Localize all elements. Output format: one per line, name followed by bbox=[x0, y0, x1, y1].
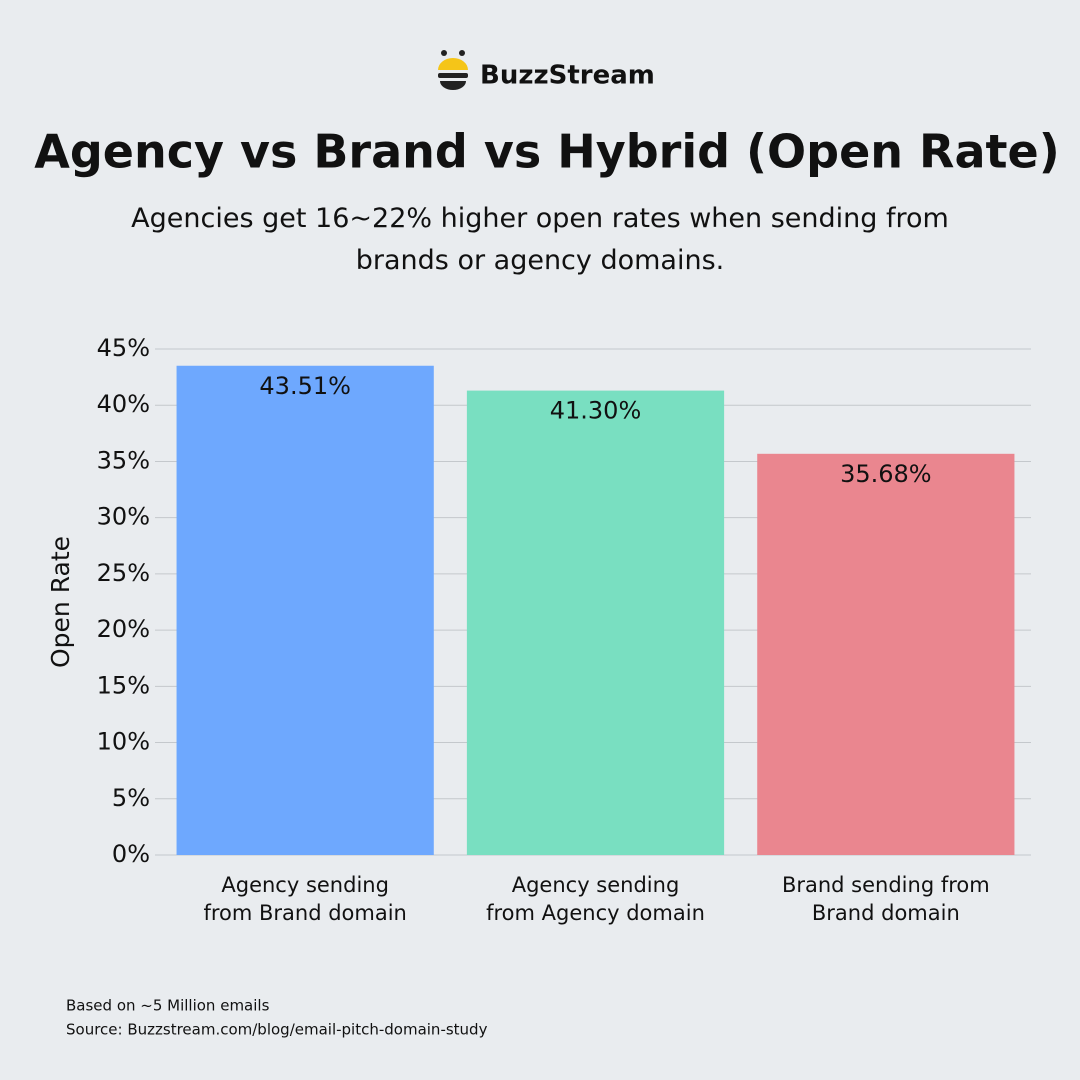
y-tick-label: 0% bbox=[112, 840, 150, 868]
chart-title: Agency vs Brand vs Hybrid (Open Rate) bbox=[34, 125, 1059, 179]
chart-subtitle: Agencies get 16~22% higher open rates wh… bbox=[131, 203, 949, 276]
y-tick-label: 40% bbox=[97, 390, 150, 418]
x-tick-label: Brand sending from Brand domain bbox=[782, 873, 990, 925]
bar bbox=[757, 453, 1015, 855]
y-tick-label: 35% bbox=[97, 446, 150, 474]
source: Source: Buzzstream.com/blog/email-pitch-… bbox=[66, 1021, 488, 1039]
bar bbox=[176, 365, 434, 855]
y-tick-label: 5% bbox=[112, 784, 150, 812]
y-tick-label: 20% bbox=[97, 615, 150, 643]
value-label: 41.30% bbox=[550, 397, 642, 425]
bar bbox=[466, 390, 725, 855]
brand: BuzzStream bbox=[480, 61, 655, 91]
y-axis-label: Open Rate bbox=[46, 536, 75, 668]
footnote: Based on ~5 Million emails bbox=[66, 997, 270, 1015]
x-tick-label: Agency sending from Agency domain bbox=[486, 873, 705, 925]
x-tick-label: Agency sending from Brand domain bbox=[203, 873, 406, 925]
value-label: 35.68% bbox=[840, 460, 932, 488]
y-tick-label: 45% bbox=[97, 334, 150, 362]
y-tick-label: 15% bbox=[97, 671, 150, 699]
value-label: 43.51% bbox=[259, 372, 351, 400]
y-tick-label: 30% bbox=[97, 503, 150, 531]
logo-icon bbox=[438, 50, 468, 90]
y-tick-label: 25% bbox=[97, 559, 150, 587]
y-tick-label: 10% bbox=[97, 728, 150, 756]
